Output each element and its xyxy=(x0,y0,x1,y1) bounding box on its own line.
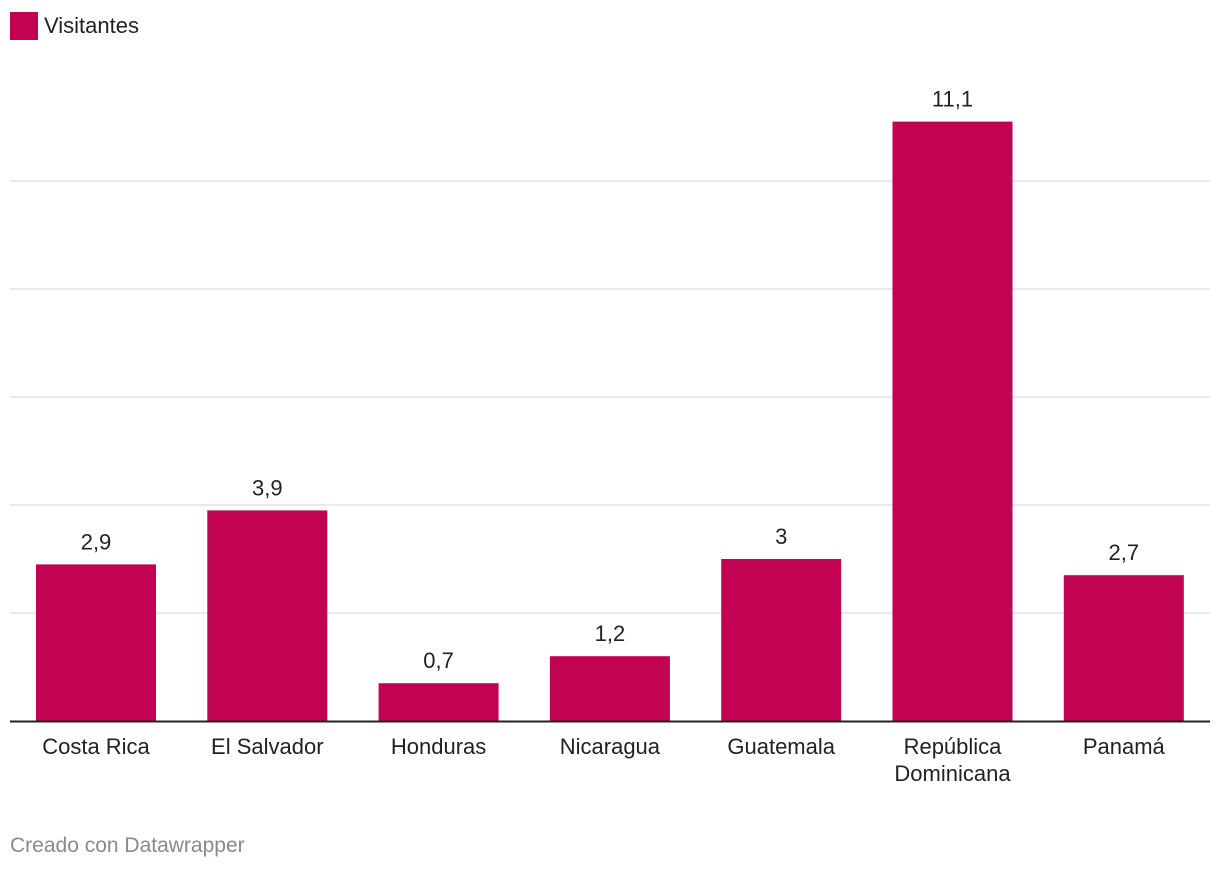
value-label: 3 xyxy=(775,524,787,549)
bar xyxy=(721,559,842,721)
value-label: 3,9 xyxy=(252,475,283,500)
category-label: Honduras xyxy=(391,734,486,759)
bar xyxy=(1063,575,1184,721)
bar xyxy=(549,656,670,721)
bar xyxy=(36,564,156,721)
legend: Visitantes xyxy=(10,12,139,40)
value-label: 2,7 xyxy=(1109,540,1140,565)
bar xyxy=(378,683,499,721)
category-label: El Salvador xyxy=(211,734,324,759)
category-label: Panamá xyxy=(1083,734,1166,759)
category-label: Guatemala xyxy=(727,734,835,759)
category-label: Dominicana xyxy=(894,761,1011,786)
value-label: 11,1 xyxy=(932,87,973,112)
legend-label: Visitantes xyxy=(44,13,139,38)
bars xyxy=(36,121,1184,722)
legend-swatch xyxy=(10,12,38,40)
value-label: 0,7 xyxy=(423,648,454,673)
bar xyxy=(892,121,1013,722)
value-label: 2,9 xyxy=(81,529,112,554)
category-label: Nicaragua xyxy=(560,734,661,759)
bar xyxy=(207,510,328,721)
value-label: 1,2 xyxy=(595,621,626,646)
value-labels: 2,9 3,9 0,7 1,2 3 11,1 2,7 xyxy=(81,87,1139,674)
footer-credit: Creado con Datawrapper xyxy=(10,834,245,857)
category-label: Costa Rica xyxy=(42,734,150,759)
x-axis: Costa Rica El Salvador Honduras Nicaragua Gu… xyxy=(10,720,1210,786)
category-label: República xyxy=(904,734,1003,759)
gridlines xyxy=(10,180,1210,614)
